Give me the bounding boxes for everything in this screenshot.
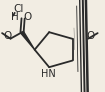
- Text: H: H: [10, 12, 18, 22]
- Text: O: O: [86, 31, 94, 41]
- Text: O: O: [23, 12, 31, 22]
- Text: HN: HN: [41, 69, 55, 79]
- Text: O: O: [4, 31, 12, 41]
- Polygon shape: [21, 31, 35, 50]
- Text: Cl: Cl: [14, 4, 24, 14]
